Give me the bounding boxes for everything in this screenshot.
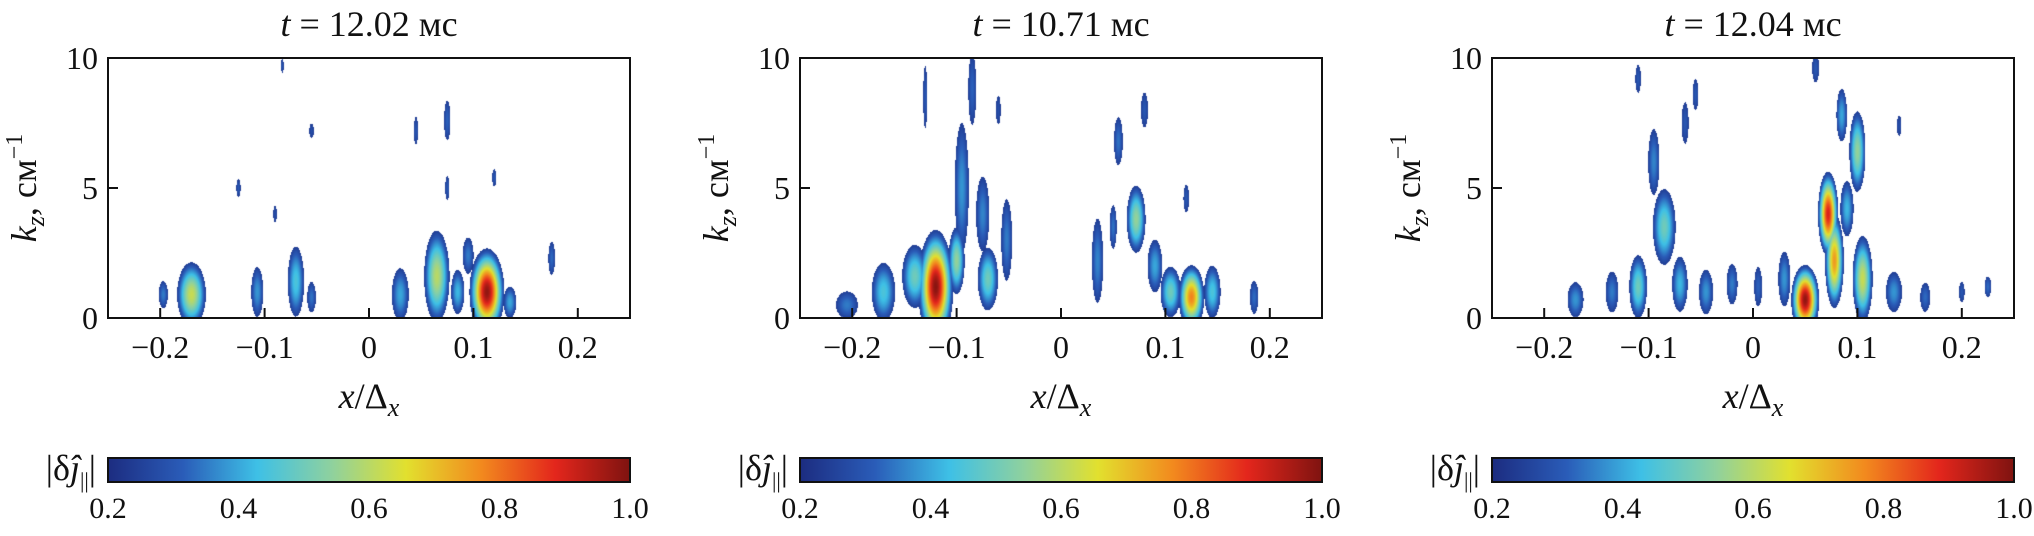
- x-tick-label: 0.1: [453, 329, 493, 365]
- panel-2: −0.2 −0.1 0 0.1 0.2 0 5 10 t = 10.71 мс x/Δx kz, с…: [694, 4, 1341, 525]
- y-tick-label: 5: [774, 170, 790, 206]
- panel-title: t = 12.02 мс: [280, 4, 457, 44]
- colorbar-tick-label: 1.0: [1303, 492, 1341, 525]
- y-tick-label: 10: [1450, 40, 1482, 76]
- colorbar: 0.2 0.4 0.6 0.8 1.0 |δĵ|||: [738, 448, 1341, 525]
- colorbar-tick-label: 0.2: [1473, 492, 1511, 525]
- x-tick-label: 0: [361, 329, 377, 365]
- colorbar-tick-label: 0.8: [1865, 492, 1903, 525]
- colorbar-tick-label: 0.8: [481, 492, 519, 525]
- x-tick-label: −0.2: [1515, 329, 1573, 365]
- panel-3: −0.2 −0.1 0 0.1 0.2 0 5 10 t = 12.04 мс x/Δx kz, с…: [1386, 4, 2033, 525]
- panel-title: t = 12.04 мс: [1664, 4, 1841, 44]
- colorbar-gradient: [1492, 458, 2014, 482]
- y-axis-label: kz, см−1: [2, 134, 50, 242]
- y-tick-label: 10: [66, 40, 98, 76]
- colorbar-tick-label: 0.8: [1173, 492, 1211, 525]
- x-tick-label: −0.2: [823, 329, 881, 365]
- colorbar-tick-label: 1.0: [1995, 492, 2033, 525]
- colorbar-tick-label: 0.4: [1604, 492, 1642, 525]
- colorbar-tick-label: 1.0: [611, 492, 649, 525]
- x-axis-label: x/Δx: [1030, 376, 1092, 422]
- x-tick-label: 0: [1745, 329, 1761, 365]
- heatmap-image: [1492, 58, 2014, 318]
- x-tick-label: 0.2: [1250, 329, 1290, 365]
- colorbar-gradient: [800, 458, 1322, 482]
- x-tick-label: 0: [1053, 329, 1069, 365]
- colorbar-tick-label: 0.6: [350, 492, 388, 525]
- y-axis-label: kz, см−1: [694, 134, 742, 242]
- colorbar-tick-label: 0.4: [912, 492, 950, 525]
- colorbar-gradient: [108, 458, 630, 482]
- x-tick-label: −0.2: [131, 329, 189, 365]
- colorbar-tick-label: 0.2: [781, 492, 819, 525]
- colorbar: 0.2 0.4 0.6 0.8 1.0 |δĵ|||: [1430, 448, 2033, 525]
- x-tick-label: −0.1: [1620, 329, 1678, 365]
- colorbar-frame: [799, 457, 1323, 483]
- x-axis-label: x/Δx: [1722, 376, 1784, 422]
- x-axis-label: x/Δx: [338, 376, 400, 422]
- colorbar-title: |δĵ|||: [46, 448, 96, 493]
- colorbar-tick-label: 0.6: [1734, 492, 1772, 525]
- colorbar-title: |δĵ|||: [738, 448, 788, 493]
- y-tick-label: 0: [82, 300, 98, 336]
- colorbar-frame: [1491, 457, 2015, 483]
- x-tick-label: −0.1: [236, 329, 294, 365]
- x-tick-label: 0.1: [1145, 329, 1185, 365]
- heatmap-image: [800, 58, 1322, 318]
- y-tick-label: 0: [1466, 300, 1482, 336]
- y-tick-label: 5: [1466, 170, 1482, 206]
- y-axis-label: kz, см−1: [1386, 134, 1434, 242]
- panel-title: t = 10.71 мс: [972, 4, 1149, 44]
- panel-1: −0.2 −0.1 0 0.1 0.2 0 5 10 t = 12.02 мс x/Δx kz, с…: [2, 4, 649, 525]
- colorbar-tick-label: 0.2: [89, 492, 127, 525]
- x-tick-label: 0.1: [1837, 329, 1877, 365]
- colorbar-tick-label: 0.6: [1042, 492, 1080, 525]
- colorbar-frame: [107, 457, 631, 483]
- colorbar: 0.2 0.4 0.6 0.8 1.0 |δĵ|||: [46, 448, 649, 525]
- colorbar-tick-label: 0.4: [220, 492, 258, 525]
- x-tick-label: 0.2: [1942, 329, 1982, 365]
- y-tick-label: 0: [774, 300, 790, 336]
- heatmap-image: [108, 58, 630, 318]
- x-tick-label: −0.1: [928, 329, 986, 365]
- y-tick-label: 10: [758, 40, 790, 76]
- y-tick-label: 5: [82, 170, 98, 206]
- colorbar-title: |δĵ|||: [1430, 448, 1480, 493]
- x-tick-label: 0.2: [558, 329, 598, 365]
